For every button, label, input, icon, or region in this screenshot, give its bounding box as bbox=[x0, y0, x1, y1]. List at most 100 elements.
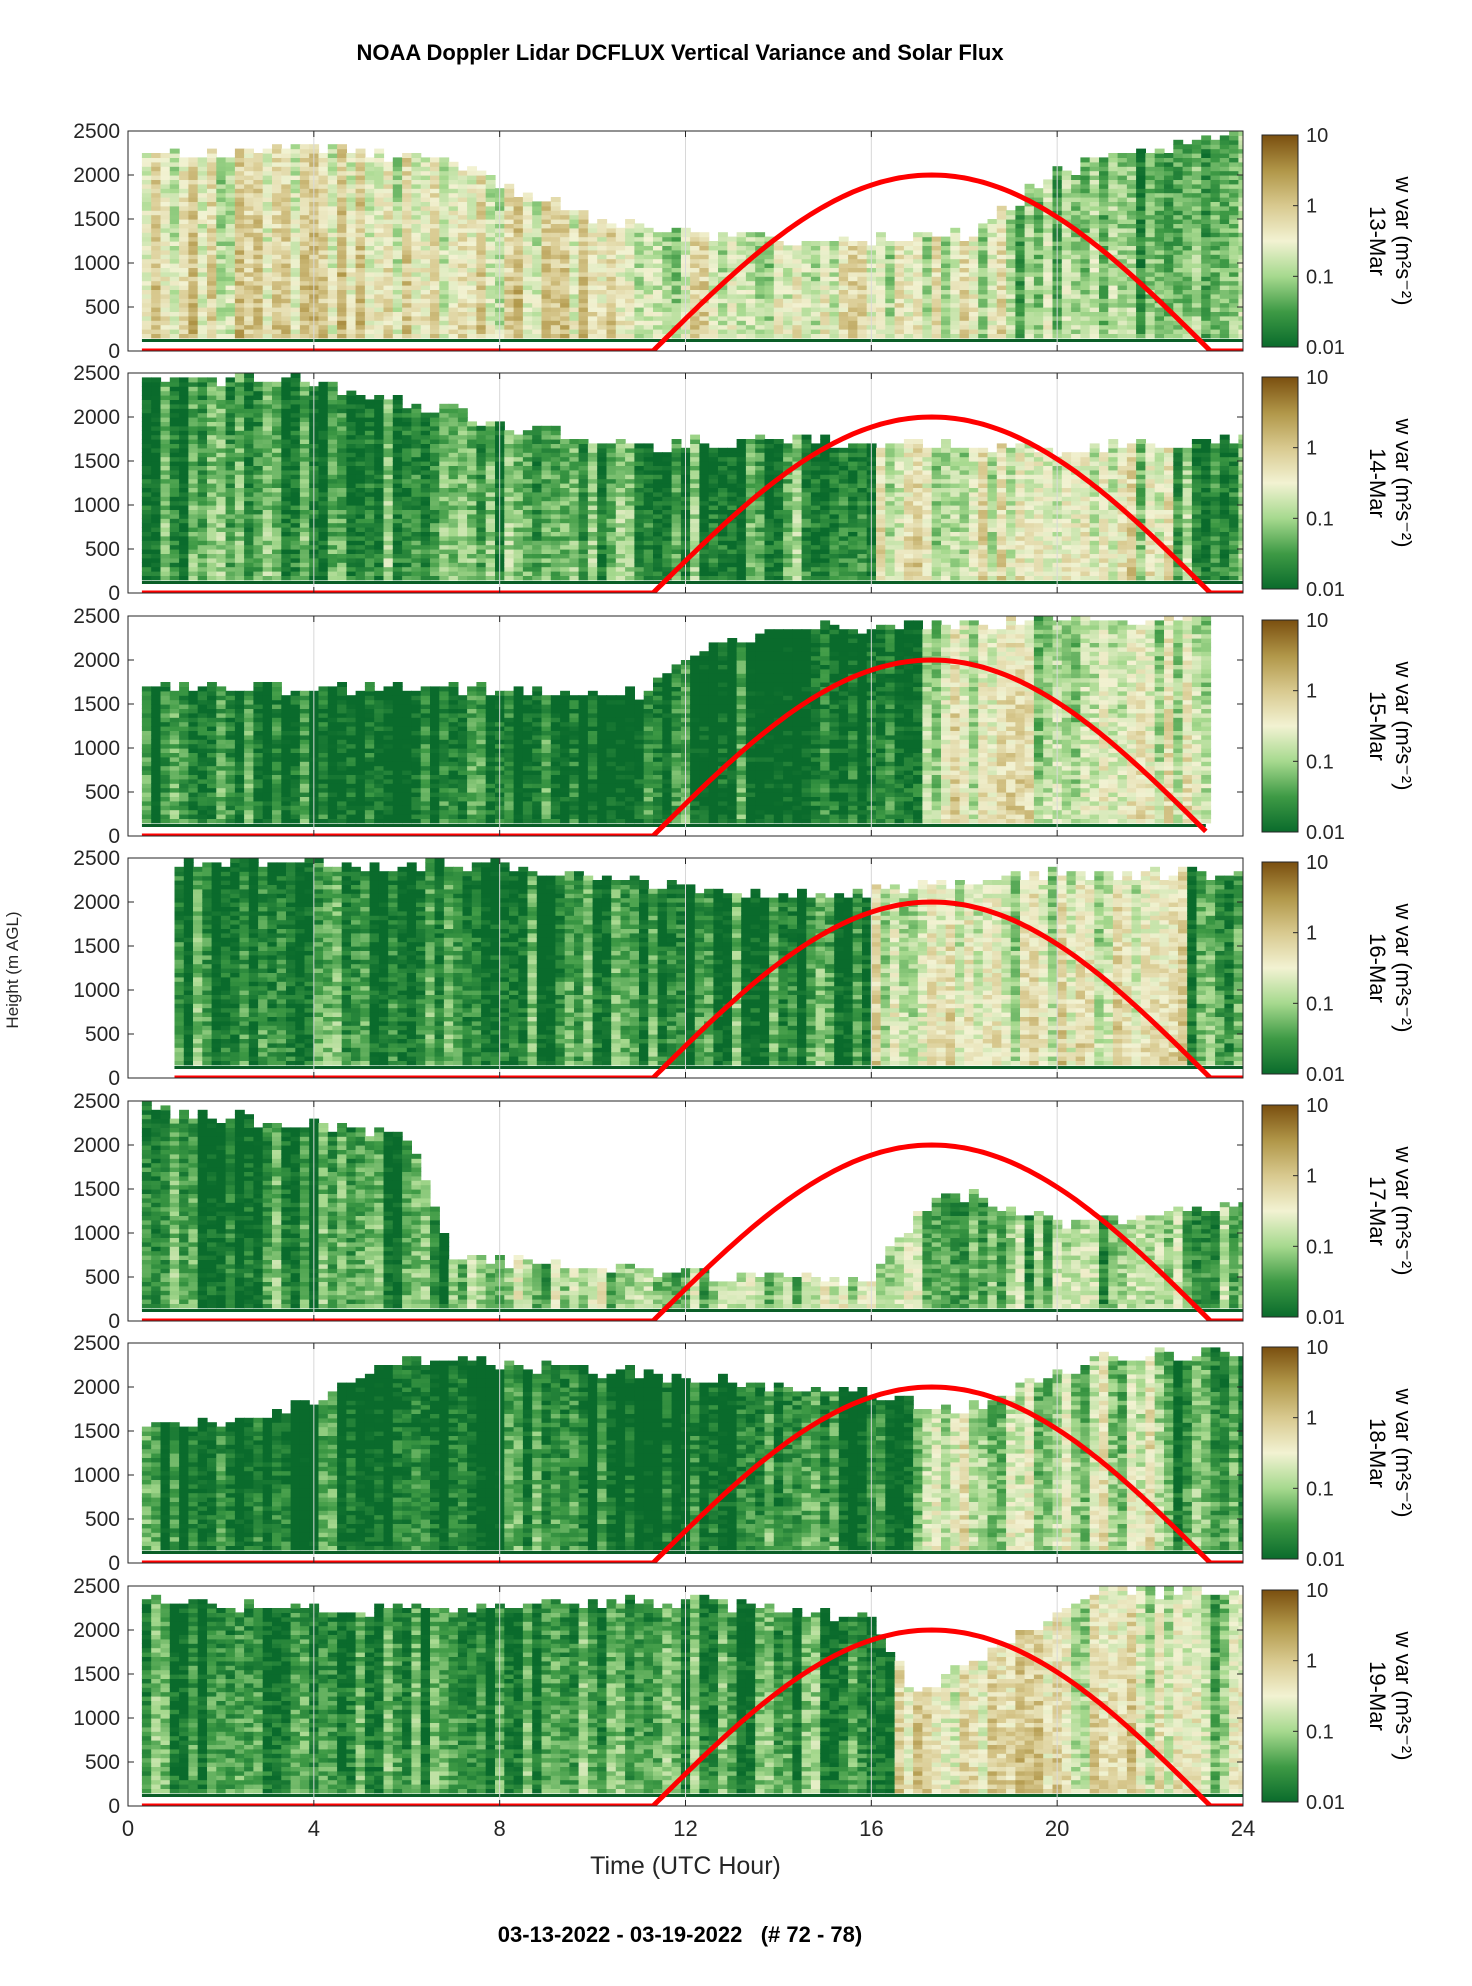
heatmap-cell bbox=[253, 315, 264, 321]
heatmap-cell bbox=[281, 491, 292, 497]
heatmap-cell bbox=[578, 267, 589, 273]
heatmap-cell bbox=[1201, 267, 1212, 273]
heatmap-cell bbox=[141, 417, 152, 422]
heatmap-cell bbox=[1024, 210, 1035, 216]
heatmap-cell bbox=[467, 311, 477, 317]
heatmap-cell bbox=[736, 285, 747, 290]
heatmap-cell bbox=[337, 315, 347, 321]
heatmap-cell bbox=[179, 210, 189, 216]
heatmap-cell bbox=[216, 289, 227, 295]
heatmap-cell bbox=[1238, 161, 1243, 167]
heatmap-cell bbox=[160, 575, 171, 581]
heatmap-cell bbox=[290, 395, 301, 400]
heatmap-cell bbox=[253, 201, 264, 207]
heatmap-cell bbox=[504, 210, 515, 216]
heatmap-cell bbox=[615, 276, 626, 282]
heatmap-cell bbox=[188, 491, 199, 497]
heatmap-cell bbox=[708, 280, 719, 286]
heatmap-cell bbox=[207, 298, 217, 304]
heatmap-cell bbox=[197, 509, 208, 515]
heatmap-cell bbox=[244, 452, 254, 458]
heatmap-cell bbox=[1061, 271, 1072, 277]
heatmap-cell bbox=[718, 249, 728, 255]
heatmap-cell bbox=[299, 324, 310, 330]
heatmap-cell bbox=[151, 491, 162, 497]
heatmap-cell bbox=[1201, 324, 1212, 330]
heatmap-cell bbox=[272, 201, 282, 207]
heatmap-cell bbox=[392, 227, 403, 233]
heatmap-cell bbox=[262, 276, 273, 282]
heatmap-cell bbox=[504, 219, 515, 224]
heatmap-cell bbox=[197, 483, 208, 488]
heatmap-cell bbox=[160, 263, 171, 268]
heatmap-cell bbox=[885, 324, 896, 330]
heatmap-cell bbox=[727, 236, 738, 242]
heatmap-cell bbox=[1201, 188, 1212, 194]
heatmap-cell bbox=[374, 263, 385, 268]
heatmap-cell bbox=[978, 245, 989, 251]
heatmap-cell bbox=[718, 315, 728, 321]
heatmap-cell bbox=[207, 430, 217, 436]
heatmap-cell bbox=[169, 540, 180, 546]
heatmap-cell bbox=[690, 263, 700, 268]
heatmap-cell bbox=[364, 258, 375, 264]
heatmap-cell bbox=[625, 311, 635, 317]
heatmap-cell bbox=[597, 289, 608, 295]
heatmap-cell bbox=[1136, 285, 1146, 290]
heatmap-cell bbox=[1154, 258, 1165, 264]
heatmap-cell bbox=[1229, 241, 1239, 246]
heatmap-cell bbox=[1061, 236, 1072, 242]
heatmap-cell bbox=[550, 280, 561, 286]
heatmap-cell bbox=[169, 465, 180, 471]
heatmap-cell bbox=[188, 478, 199, 484]
heatmap-cell bbox=[207, 192, 217, 198]
heatmap-cell bbox=[290, 267, 301, 273]
heatmap-cell bbox=[987, 267, 998, 273]
heatmap-cell bbox=[1108, 263, 1119, 268]
heatmap-cell bbox=[355, 298, 366, 304]
heatmap-cell bbox=[364, 267, 375, 273]
heatmap-cell bbox=[625, 289, 635, 295]
heatmap-cell bbox=[1145, 315, 1156, 321]
heatmap-cell bbox=[188, 166, 199, 172]
heatmap-cell bbox=[1201, 280, 1212, 286]
heatmap-cell bbox=[467, 249, 477, 255]
heatmap-cell bbox=[504, 188, 515, 194]
heatmap-cell bbox=[160, 513, 171, 519]
heatmap-cell bbox=[485, 289, 496, 295]
heatmap-cell bbox=[207, 540, 217, 546]
heatmap-cell bbox=[253, 161, 264, 167]
heatmap-cell bbox=[364, 280, 375, 286]
heatmap-cell bbox=[253, 531, 264, 537]
heatmap-cell bbox=[197, 298, 208, 304]
heatmap-cell bbox=[327, 267, 338, 273]
heatmap-cell bbox=[197, 223, 208, 229]
heatmap-cell bbox=[1154, 166, 1165, 172]
heatmap-cell bbox=[1164, 183, 1174, 189]
heatmap-cell bbox=[513, 205, 524, 211]
heatmap-cell bbox=[968, 236, 979, 242]
heatmap-cell bbox=[1164, 161, 1174, 167]
heatmap-cell bbox=[913, 311, 923, 317]
heatmap-cell bbox=[272, 197, 282, 202]
heatmap-cell bbox=[290, 205, 301, 211]
heatmap-cell bbox=[699, 258, 710, 264]
heatmap-cell bbox=[1173, 144, 1184, 150]
heatmap-cell bbox=[151, 483, 162, 488]
heatmap-cell bbox=[225, 241, 236, 246]
heatmap-cell bbox=[1099, 285, 1109, 290]
heatmap-cell bbox=[1061, 333, 1072, 339]
heatmap-cell bbox=[792, 315, 803, 321]
heatmap-cell bbox=[699, 249, 710, 255]
heatmap-cell bbox=[374, 157, 385, 163]
heatmap-cell bbox=[653, 320, 663, 326]
heatmap-cell bbox=[234, 214, 245, 220]
heatmap-cell bbox=[197, 183, 208, 189]
heatmap-cell bbox=[1071, 205, 1081, 211]
heatmap-cell bbox=[290, 496, 301, 502]
heatmap-cell bbox=[606, 329, 617, 334]
heatmap-cell bbox=[169, 478, 180, 484]
heatmap-cell bbox=[318, 219, 329, 224]
heatmap-cell bbox=[1126, 157, 1137, 163]
heatmap-cell bbox=[541, 333, 552, 339]
